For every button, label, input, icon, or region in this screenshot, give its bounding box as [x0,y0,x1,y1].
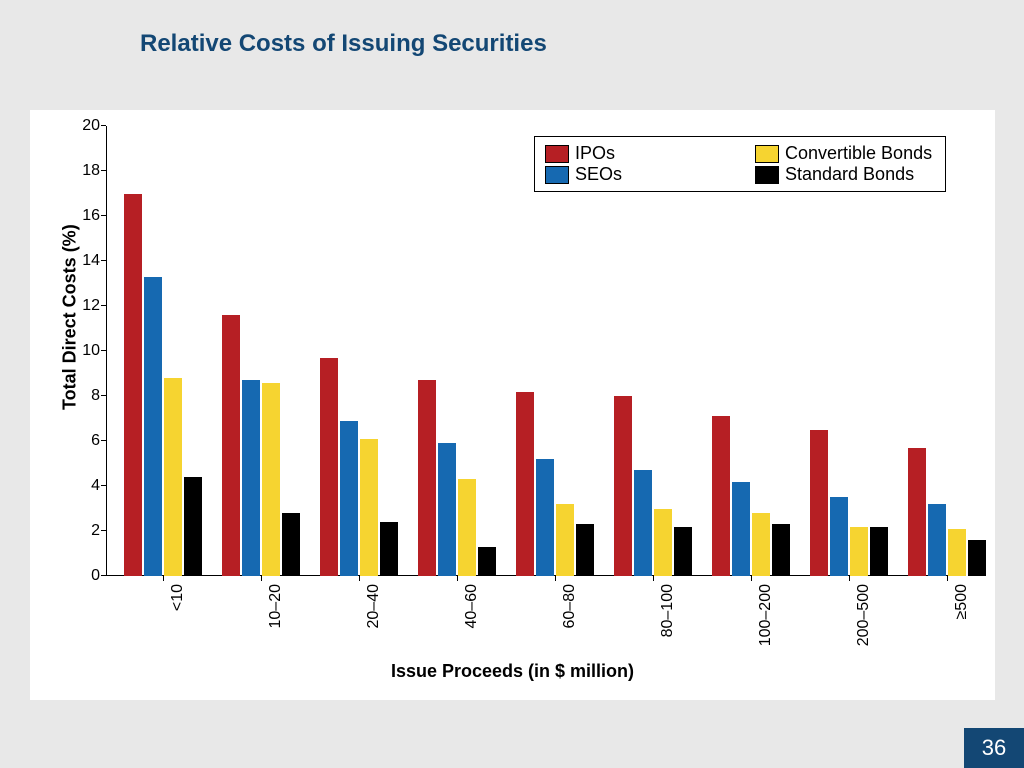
bar [242,380,260,576]
legend-swatch [755,145,779,163]
bar [418,380,436,576]
bar [752,513,770,576]
bar [262,383,280,577]
y-tick-label: 4 [91,477,106,495]
bar [654,509,672,577]
x-tick-mark [947,576,948,581]
y-tick-label: 18 [82,162,106,180]
bar [634,470,652,576]
x-tick-mark [359,576,360,581]
legend-swatch [755,166,779,184]
legend-row: SEOs Standard Bonds [545,164,935,185]
legend-label: IPOs [575,143,615,164]
bar [712,416,730,576]
bar [360,439,378,576]
legend-label: SEOs [575,164,622,185]
bar [320,358,338,576]
bar [850,527,868,577]
legend-swatch [545,145,569,163]
bar [870,527,888,577]
x-tick-mark [261,576,262,581]
x-tick-label: 200–500 [855,584,873,646]
x-tick-mark [653,576,654,581]
bar [144,277,162,576]
y-tick-mark [101,305,106,306]
bar [556,504,574,576]
bar [830,497,848,576]
bar [340,421,358,576]
y-tick-mark [101,215,106,216]
x-tick-label: <10 [169,584,187,611]
y-tick-mark [101,395,106,396]
legend-swatch [545,166,569,184]
bar [928,504,946,576]
y-tick-label: 16 [82,207,106,225]
bar [536,459,554,576]
y-tick-label: 14 [82,252,106,270]
bar [576,524,594,576]
bar [810,430,828,576]
y-tick-label: 0 [91,567,106,585]
bar [478,547,496,576]
y-axis-line [106,126,107,576]
bar [380,522,398,576]
x-tick-label: 80–100 [659,584,677,637]
x-tick-mark [849,576,850,581]
bar [614,396,632,576]
x-tick-label: 100–200 [757,584,775,646]
x-tick-label: 10–20 [267,584,285,629]
y-tick-label: 6 [91,432,106,450]
plot-area: 02468101214161820<1010–2020–4040–6060–80… [106,126,966,576]
y-tick-mark [101,125,106,126]
y-tick-label: 8 [91,387,106,405]
bar [184,477,202,576]
x-tick-mark [163,576,164,581]
x-tick-mark [751,576,752,581]
legend-item: SEOs [545,164,725,185]
y-tick-label: 20 [82,117,106,135]
y-tick-mark [101,440,106,441]
bar [516,392,534,577]
chart-panel: Total Direct Costs (%) 02468101214161820… [30,110,995,700]
legend: IPOs Convertible Bonds SEOs Standard Bonds [534,136,946,192]
bar [164,378,182,576]
y-tick-label: 12 [82,297,106,315]
y-tick-mark [101,170,106,171]
y-tick-label: 2 [91,522,106,540]
x-tick-label: ≥500 [953,584,971,619]
slide-title: Relative Costs of Issuing Securities [140,30,547,58]
legend-item: Standard Bonds [755,164,935,185]
x-tick-mark [555,576,556,581]
y-tick-mark [101,575,106,576]
bar [732,482,750,577]
bar [674,527,692,577]
legend-label: Convertible Bonds [785,143,932,164]
x-tick-label: 20–40 [365,584,383,629]
bar [968,540,986,576]
x-tick-label: 60–80 [561,584,579,629]
bar [458,479,476,576]
legend-row: IPOs Convertible Bonds [545,143,935,164]
bar [772,524,790,576]
y-tick-label: 10 [82,342,106,360]
legend-item: IPOs [545,143,725,164]
bar [948,529,966,576]
y-axis-label: Total Direct Costs (%) [60,224,81,410]
x-axis-label: Issue Proceeds (in $ million) [30,661,995,682]
y-tick-mark [101,260,106,261]
bar [222,315,240,576]
legend-item: Convertible Bonds [755,143,935,164]
y-tick-mark [101,530,106,531]
y-tick-mark [101,485,106,486]
x-tick-label: 40–60 [463,584,481,629]
page-number: 36 [964,728,1024,768]
x-tick-mark [457,576,458,581]
bar [438,443,456,576]
legend-label: Standard Bonds [785,164,914,185]
y-tick-mark [101,350,106,351]
bar [282,513,300,576]
bar [124,194,142,577]
slide: Relative Costs of Issuing Securities Tot… [0,0,1024,768]
bar [908,448,926,576]
